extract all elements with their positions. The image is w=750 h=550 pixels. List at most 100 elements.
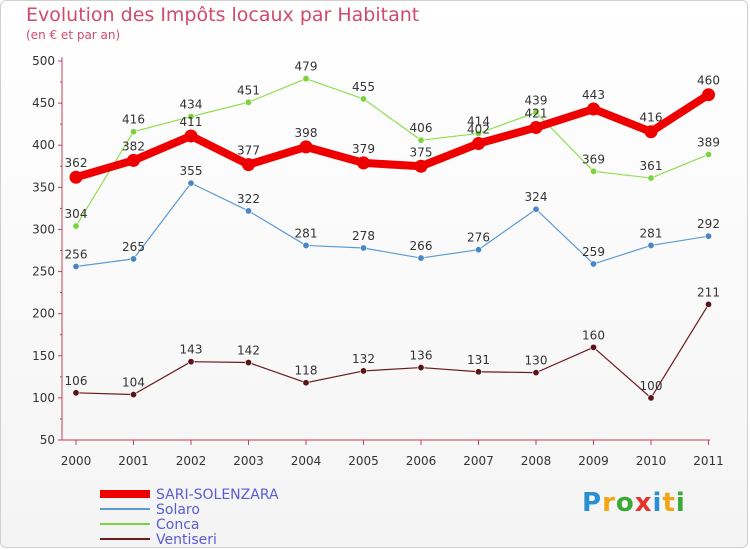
data-label-solaro: 276 xyxy=(467,231,490,245)
data-point-sari-solenzara xyxy=(587,102,600,116)
x-tick-label: 2007 xyxy=(463,454,494,468)
logo-letter: o xyxy=(615,488,635,518)
x-tick-label: 2001 xyxy=(118,454,149,468)
data-label-ventiseri: 160 xyxy=(582,328,605,342)
y-tick-label: 400 xyxy=(32,138,55,152)
data-label-conca: 304 xyxy=(65,207,88,221)
data-label-sari-solenzara: 460 xyxy=(697,74,720,88)
data-point-conca xyxy=(245,98,253,106)
data-point-solaro xyxy=(359,244,367,252)
data-label-solaro: 266 xyxy=(410,239,433,253)
data-point-ventiseri xyxy=(302,379,310,387)
data-point-solaro xyxy=(532,205,540,213)
y-tick-label: 500 xyxy=(32,54,55,68)
data-label-sari-solenzara: 379 xyxy=(352,142,375,156)
y-tick-label: 50 xyxy=(40,433,55,447)
data-label-sari-solenzara: 398 xyxy=(295,126,318,140)
data-label-conca: 416 xyxy=(122,113,145,127)
y-tick-label: 350 xyxy=(32,180,55,194)
chart-title: Evolution des Impôts locaux par Habitant xyxy=(26,4,420,26)
data-label-solaro: 281 xyxy=(640,226,663,240)
data-point-sari-solenzara xyxy=(299,140,313,154)
data-label-conca: 369 xyxy=(582,152,605,166)
data-label-ventiseri: 100 xyxy=(640,379,663,393)
data-label-sari-solenzara: 362 xyxy=(65,156,88,170)
data-label-solaro: 281 xyxy=(295,226,318,240)
y-tick-label: 450 xyxy=(32,96,55,110)
logo-letter: r xyxy=(602,488,616,518)
data-point-conca xyxy=(532,108,540,116)
data-point-conca xyxy=(187,113,195,121)
data-point-solaro xyxy=(187,179,195,187)
logo-letter: t xyxy=(662,488,676,518)
x-tick-label: 2006 xyxy=(406,454,437,468)
data-label-conca: 361 xyxy=(640,159,663,173)
x-tick-label: 2002 xyxy=(176,454,207,468)
data-label-ventiseri: 211 xyxy=(697,285,720,299)
data-label-ventiseri: 131 xyxy=(467,353,490,367)
data-point-sari-solenzara xyxy=(127,153,140,167)
data-label-solaro: 259 xyxy=(582,245,605,259)
series-line-solaro xyxy=(75,182,710,268)
data-point-solaro xyxy=(130,255,138,263)
data-label-sari-solenzara: 377 xyxy=(237,144,260,158)
x-tick-label: 2010 xyxy=(636,454,667,468)
data-label-sari-solenzara: 382 xyxy=(122,139,145,153)
data-label-conca: 414 xyxy=(467,114,490,128)
data-point-ventiseri xyxy=(187,358,195,366)
data-point-ventiseri xyxy=(704,300,712,308)
data-point-sari-solenzara xyxy=(702,88,715,102)
x-tick-label: 2004 xyxy=(291,454,322,468)
data-label-ventiseri: 136 xyxy=(410,349,433,363)
data-point-conca xyxy=(474,129,482,137)
data-label-solaro: 292 xyxy=(697,217,720,231)
logo-letter: i xyxy=(652,488,663,518)
legend-label: Ventiseri xyxy=(156,532,217,548)
data-point-conca xyxy=(647,174,655,182)
data-label-solaro: 322 xyxy=(237,192,260,206)
data-point-solaro xyxy=(647,241,655,249)
data-label-ventiseri: 104 xyxy=(122,376,145,390)
x-tick-label: 2008 xyxy=(521,454,552,468)
data-label-solaro: 355 xyxy=(180,164,203,178)
data-point-conca xyxy=(417,136,425,144)
data-point-conca xyxy=(72,222,80,230)
data-label-conca: 455 xyxy=(352,80,375,94)
data-label-sari-solenzara: 443 xyxy=(582,88,605,102)
x-tick-label: 2005 xyxy=(348,454,379,468)
data-point-conca xyxy=(359,95,367,103)
data-label-solaro: 324 xyxy=(525,190,548,204)
data-label-sari-solenzara: 375 xyxy=(410,145,433,159)
data-label-sari-solenzara: 416 xyxy=(640,111,663,125)
y-tick-label: 250 xyxy=(32,265,55,279)
data-label-sari-solenzara: 411 xyxy=(180,115,203,129)
data-label-sari-solenzara: 421 xyxy=(525,107,548,121)
data-point-ventiseri xyxy=(474,368,482,376)
data-point-solaro xyxy=(474,246,482,254)
data-point-solaro xyxy=(72,263,80,271)
data-point-sari-solenzara xyxy=(184,129,198,143)
y-tick-label: 200 xyxy=(32,307,55,321)
data-point-ventiseri xyxy=(245,359,253,367)
data-point-ventiseri xyxy=(359,367,367,375)
data-label-conca: 479 xyxy=(295,60,318,74)
y-tick-label: 100 xyxy=(32,391,55,405)
data-label-conca: 434 xyxy=(180,98,203,112)
data-point-ventiseri xyxy=(532,369,540,377)
data-label-ventiseri: 106 xyxy=(65,374,88,388)
data-point-ventiseri xyxy=(589,343,597,351)
data-point-conca xyxy=(704,150,712,158)
data-point-solaro xyxy=(417,254,425,262)
data-point-conca xyxy=(130,128,138,136)
data-label-ventiseri: 142 xyxy=(237,344,260,358)
data-point-ventiseri xyxy=(130,391,138,399)
data-point-solaro xyxy=(589,260,597,268)
x-tick-label: 2003 xyxy=(233,454,264,468)
series-line-conca xyxy=(75,78,710,227)
data-label-solaro: 256 xyxy=(65,248,88,262)
data-point-ventiseri xyxy=(647,394,655,402)
chart-subtitle: (en € et par an) xyxy=(26,28,121,42)
data-label-ventiseri: 118 xyxy=(295,364,318,378)
data-label-ventiseri: 130 xyxy=(525,354,548,368)
